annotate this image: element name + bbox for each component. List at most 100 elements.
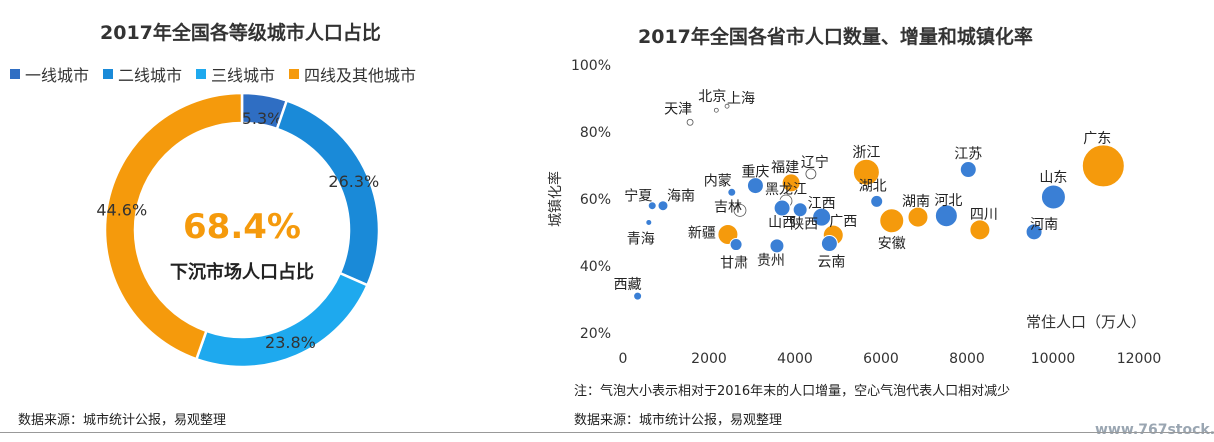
bubble-label-17: 甘肃 <box>720 256 748 272</box>
bubble-label-10: 辽宁 <box>801 154 829 171</box>
bubble-chart-title: 2017年全国各省市人口数量、增量和城镇化率 <box>638 26 1033 48</box>
donut-center-value: 68.4% <box>183 207 301 247</box>
bubble-21 <box>870 194 884 208</box>
bubble-20 <box>820 235 838 253</box>
legend-swatch-2 <box>196 69 207 79</box>
y-tick-label: 60% <box>580 192 611 208</box>
y-tick-label: 80% <box>580 125 611 141</box>
x-tick-label: 4000 <box>777 351 813 367</box>
donut-chart: 5.3% 26.3% 23.8% 44.6% 68.4% 下沉市场人口占比 <box>96 91 381 369</box>
legend-item-2: 三线城市 <box>196 62 275 86</box>
bubble-5 <box>645 218 653 226</box>
bubble-label-8: 吉林 <box>714 199 742 215</box>
bubble-3 <box>647 201 657 211</box>
bubble-29 <box>1040 184 1066 210</box>
bubble-label-26: 江苏 <box>954 147 982 163</box>
donut-source: 数据来源：城市统计公报，易观整理 <box>18 413 227 428</box>
donut-label-3: 44.6% <box>96 200 147 219</box>
bubble-label-4: 海南 <box>667 189 695 205</box>
bubble-label-25: 河北 <box>934 193 962 209</box>
donut-label-0: 5.3% <box>242 109 283 128</box>
bubble-chart-panel: 2017年全国各省市人口数量、增量和城镇化率 20% 40% 60% 80% 100% 0… <box>528 0 1214 442</box>
donut-slice-1 <box>275 98 381 287</box>
donut-center-label: 下沉市场人口占比 <box>170 261 314 283</box>
bubble-label-24: 湖南 <box>902 194 930 210</box>
bubble-8 <box>733 203 747 217</box>
bubble-chart: 20% 40% 60% 80% 100% 0 2000 4000 6000 8000 10000 12… <box>547 58 1162 367</box>
x-tick-label: 6000 <box>863 351 899 367</box>
bubble-label-20: 云南 <box>817 255 845 271</box>
bubble-label-6: 西藏 <box>614 277 642 293</box>
bubble-label-29: 山东 <box>1039 170 1067 186</box>
legend-label-3: 四线及其他城市 <box>304 66 417 85</box>
bubble-label-0: 北京 <box>698 89 726 105</box>
bubble-label-23: 安徽 <box>878 236 906 252</box>
bubble-30 <box>1081 144 1125 188</box>
bubble-label-19: 广西 <box>829 214 857 230</box>
legend-swatch-0 <box>10 69 20 79</box>
bubble-label-18: 贵州 <box>757 253 785 269</box>
legend-item-0: 一线城市 <box>10 62 89 86</box>
x-tick-label: 0 <box>619 351 628 367</box>
legend-label-1: 二线城市 <box>118 66 183 85</box>
x-tick-label: 12000 <box>1117 351 1162 367</box>
legend-swatch-1 <box>103 69 114 79</box>
bubble-label-16: 新疆 <box>688 226 716 242</box>
bubble-14 <box>792 202 808 218</box>
donut-label-1: 26.3% <box>328 172 379 191</box>
bubble-label-1: 上海 <box>727 91 755 107</box>
footer-divider <box>0 432 1214 433</box>
bubble-23 <box>879 208 905 234</box>
bubble-label-11: 福建 <box>771 160 799 176</box>
legend-item-1: 二线城市 <box>103 62 182 86</box>
bubble-label-14: 陕西 <box>790 217 818 233</box>
bubble-2 <box>686 118 694 126</box>
footer-url: www.767stock.com <box>1095 422 1214 438</box>
donut-legend: 一线城市 二线城市 三线城市 四线及其他城市 <box>10 62 416 86</box>
bubble-0 <box>713 107 719 113</box>
bubble-6 <box>633 291 643 301</box>
y-axis-label: 城镇化率 <box>547 171 564 227</box>
bubble-label-30: 广东 <box>1083 131 1111 147</box>
bubble-11 <box>781 173 801 193</box>
x-tick-label: 2000 <box>691 351 727 367</box>
donut-chart-title: 2017年全国各等级城市人口占比 <box>100 22 381 44</box>
y-tick-label: 20% <box>580 326 611 342</box>
bubble-label-3: 宁夏 <box>624 188 652 205</box>
bubble-18 <box>769 238 785 254</box>
bubble-label-27: 四川 <box>970 207 998 223</box>
bubble-10 <box>805 168 817 180</box>
donut-label-2: 23.8% <box>265 333 316 352</box>
legend-label-2: 三线城市 <box>211 66 276 85</box>
legend-item-3: 四线及其他城市 <box>289 62 416 86</box>
bubble-note: 注：气泡大小表示相对于2016年末的人口增量，空心气泡代表人口相对减少 <box>574 384 1011 399</box>
bubble-label-7: 内蒙 <box>704 173 732 189</box>
y-tick-label: 100% <box>571 58 611 74</box>
donut-slice-2 <box>194 271 370 369</box>
donut-slice-3 <box>103 91 244 361</box>
bubble-label-22: 浙江 <box>852 145 880 161</box>
y-tick-label: 40% <box>580 259 611 275</box>
bubble-label-2: 天津 <box>664 101 692 117</box>
bubble-27 <box>969 219 991 241</box>
bubble-label-28: 河南 <box>1030 217 1058 233</box>
legend-label-0: 一线城市 <box>25 66 90 85</box>
donut-chart-panel: 2017年全国各等级城市人口占比 一线城市 二线城市 三线城市 四线及其他城市 5.3… <box>0 0 520 442</box>
bubble-label-9: 重庆 <box>741 165 769 181</box>
bubble-13 <box>773 199 791 217</box>
bubble-label-15: 江西 <box>808 196 836 212</box>
bubble-label-21: 湖北 <box>859 178 887 194</box>
bubble-4 <box>657 200 669 212</box>
bubble-7 <box>727 187 737 197</box>
bubble-9 <box>746 177 764 195</box>
bubble-26 <box>959 161 977 179</box>
bubble-label-13: 山西 <box>768 215 796 231</box>
bubble-label-5: 青海 <box>627 231 655 247</box>
bubble-24 <box>907 206 929 228</box>
bubble-17 <box>729 238 743 252</box>
x-tick-label: 10000 <box>1031 351 1076 367</box>
bubble-25 <box>934 204 958 228</box>
bubble-15 <box>812 207 832 227</box>
legend-swatch-3 <box>289 69 300 79</box>
bubble-28 <box>1025 223 1043 241</box>
